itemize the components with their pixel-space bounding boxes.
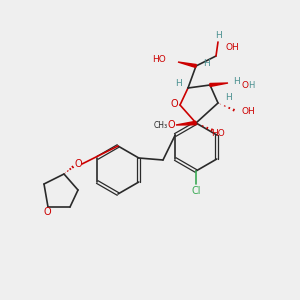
Polygon shape xyxy=(178,62,196,68)
Text: OH: OH xyxy=(241,106,255,116)
Text: H: H xyxy=(225,94,231,103)
Text: H: H xyxy=(214,32,221,40)
Text: HO: HO xyxy=(211,130,225,139)
Text: O: O xyxy=(167,120,175,130)
Text: H: H xyxy=(202,58,209,68)
Text: O: O xyxy=(241,80,248,89)
Text: O: O xyxy=(74,159,82,169)
Text: H: H xyxy=(233,76,240,85)
Text: Cl: Cl xyxy=(191,186,201,196)
Polygon shape xyxy=(210,83,228,86)
Text: OH: OH xyxy=(226,44,240,52)
Text: H: H xyxy=(175,79,182,88)
Text: O: O xyxy=(170,99,178,109)
Text: HO: HO xyxy=(152,56,166,64)
Text: H: H xyxy=(248,82,254,91)
Text: CH₃: CH₃ xyxy=(154,121,168,130)
Polygon shape xyxy=(176,121,196,125)
Text: O: O xyxy=(43,207,51,217)
